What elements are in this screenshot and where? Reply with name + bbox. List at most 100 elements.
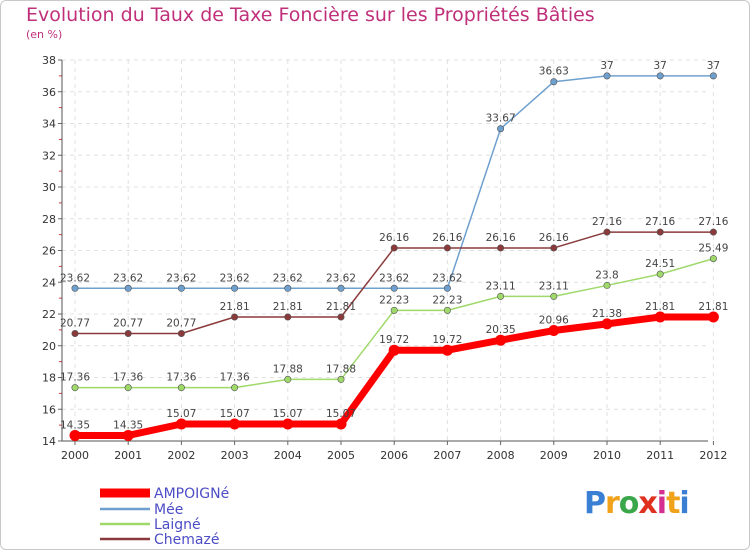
data-label-laigne: 22.23 xyxy=(379,294,409,306)
data-point-laigne xyxy=(231,384,239,392)
data-point-mee xyxy=(177,284,185,292)
x-tick-label: 2009 xyxy=(540,449,568,462)
data-label-laigne: 17.36 xyxy=(113,372,143,384)
x-tick-label: 2010 xyxy=(593,449,621,462)
x-tick-label: 2002 xyxy=(167,449,195,462)
data-point-laigne xyxy=(656,270,664,278)
data-point-chemaze xyxy=(337,313,345,321)
data-point-laigne xyxy=(337,375,345,383)
data-point-chemaze xyxy=(177,330,185,338)
data-point-mee xyxy=(284,284,292,292)
data-point-laigne xyxy=(443,306,451,314)
y-tick-label: 36 xyxy=(42,86,56,99)
x-tick-label: 2007 xyxy=(433,449,461,462)
data-label-laigne: 23.11 xyxy=(486,280,516,292)
data-label-chemaze: 27.16 xyxy=(592,216,622,228)
data-label-chemaze: 21.81 xyxy=(273,301,303,313)
data-label-mee: 23.62 xyxy=(326,272,356,284)
data-label-mee: 37 xyxy=(600,60,613,72)
data-point-chemaze xyxy=(443,244,451,252)
data-point-ampoigne xyxy=(654,311,666,323)
data-point-mee xyxy=(337,284,345,292)
data-label-chemaze: 26.16 xyxy=(486,232,516,244)
data-point-ampoigne xyxy=(229,418,241,430)
legend-label: Mée xyxy=(154,502,183,518)
x-tick-label: 2012 xyxy=(699,449,727,462)
data-label-ampoigne: 15.07 xyxy=(220,408,250,420)
data-point-ampoigne xyxy=(282,418,294,430)
data-label-chemaze: 21.81 xyxy=(220,301,250,313)
data-point-laigne xyxy=(71,384,79,392)
data-point-chemaze xyxy=(550,244,558,252)
y-tick-label: 20 xyxy=(42,340,56,353)
x-tick-label: 2004 xyxy=(274,449,302,462)
data-labels: 23.62 23.62 23.62 23.62 23.62 23.62 23.62 23.62… xyxy=(60,60,729,432)
data-label-ampoigne: 14.35 xyxy=(60,419,90,431)
data-label-chemaze: 20.77 xyxy=(113,318,143,330)
data-label-laigne: 17.88 xyxy=(273,363,303,375)
y-tick-label: 22 xyxy=(42,308,56,321)
data-point-mee xyxy=(709,72,717,80)
logo-letter: t xyxy=(666,486,680,521)
x-tick-label: 2001 xyxy=(114,449,142,462)
data-label-chemaze: 20.77 xyxy=(166,318,196,330)
data-point-mee xyxy=(390,284,398,292)
data-point-chemaze xyxy=(656,228,664,236)
data-label-chemaze: 27.16 xyxy=(645,216,675,228)
logo-letter: i xyxy=(656,486,667,521)
data-point-ampoigne xyxy=(495,334,507,346)
data-point-laigne xyxy=(709,255,717,263)
y-tick-label: 14 xyxy=(42,435,56,448)
data-label-chemaze: 26.16 xyxy=(379,232,409,244)
data-point-chemaze xyxy=(390,244,398,252)
data-label-mee: 37 xyxy=(707,60,720,72)
data-point-ampoigne xyxy=(601,318,613,330)
y-tick-label: 38 xyxy=(42,54,56,67)
data-label-ampoigne: 15.07 xyxy=(326,408,356,420)
x-tick-label: 2003 xyxy=(221,449,249,462)
data-label-mee: 23.62 xyxy=(432,272,462,284)
data-point-ampoigne xyxy=(441,344,453,356)
data-label-ampoigne: 14.35 xyxy=(113,419,143,431)
data-point-laigne xyxy=(497,292,505,300)
data-label-ampoigne: 21.81 xyxy=(698,301,728,313)
y-tick-label: 16 xyxy=(42,403,56,416)
data-point-mee xyxy=(550,78,558,86)
y-axis-unit: (en %) xyxy=(26,28,63,41)
data-label-laigne: 17.36 xyxy=(60,372,90,384)
data-point-ampoigne xyxy=(69,429,81,441)
data-label-ampoigne: 15.07 xyxy=(273,408,303,420)
data-label-ampoigne: 21.38 xyxy=(592,308,622,320)
legend-label: AMPOIGNé xyxy=(154,486,229,502)
data-point-chemaze xyxy=(709,228,717,236)
data-label-laigne: 23.8 xyxy=(595,269,618,281)
data-point-chemaze xyxy=(231,313,239,321)
data-label-chemaze: 20.77 xyxy=(60,318,90,330)
x-tick-label: 2000 xyxy=(61,449,89,462)
logo-letter: x xyxy=(638,486,657,521)
data-label-chemaze: 26.16 xyxy=(539,232,569,244)
data-label-mee: 33.67 xyxy=(486,113,516,125)
data-label-mee: 37 xyxy=(654,60,667,72)
data-point-laigne xyxy=(390,306,398,314)
data-label-laigne: 22.23 xyxy=(432,294,462,306)
x-tick-label: 2008 xyxy=(487,449,515,462)
data-point-ampoigne xyxy=(335,418,347,430)
data-label-ampoigne: 15.07 xyxy=(166,408,196,420)
data-point-ampoigne xyxy=(548,325,560,337)
data-point-mee xyxy=(71,284,79,292)
logo-letter: i xyxy=(679,486,689,521)
chart-title: Evolution du Taux de Taxe Foncière sur l… xyxy=(26,4,595,26)
data-label-laigne: 17.36 xyxy=(220,372,250,384)
data-label-mee: 36.63 xyxy=(539,66,569,78)
y-tick-label: 34 xyxy=(42,118,56,131)
data-point-chemaze xyxy=(71,330,79,338)
y-tick-label: 24 xyxy=(42,276,56,289)
logo-letter: P xyxy=(584,486,606,521)
data-label-laigne: 17.88 xyxy=(326,363,356,375)
data-label-mee: 23.62 xyxy=(273,272,303,284)
y-tick-label: 18 xyxy=(42,372,56,385)
data-point-laigne xyxy=(177,384,185,392)
axes: 14 16 18 20 22 24 26 28 30 32 34 36 38 2000 2001 2002 20… xyxy=(42,54,727,462)
